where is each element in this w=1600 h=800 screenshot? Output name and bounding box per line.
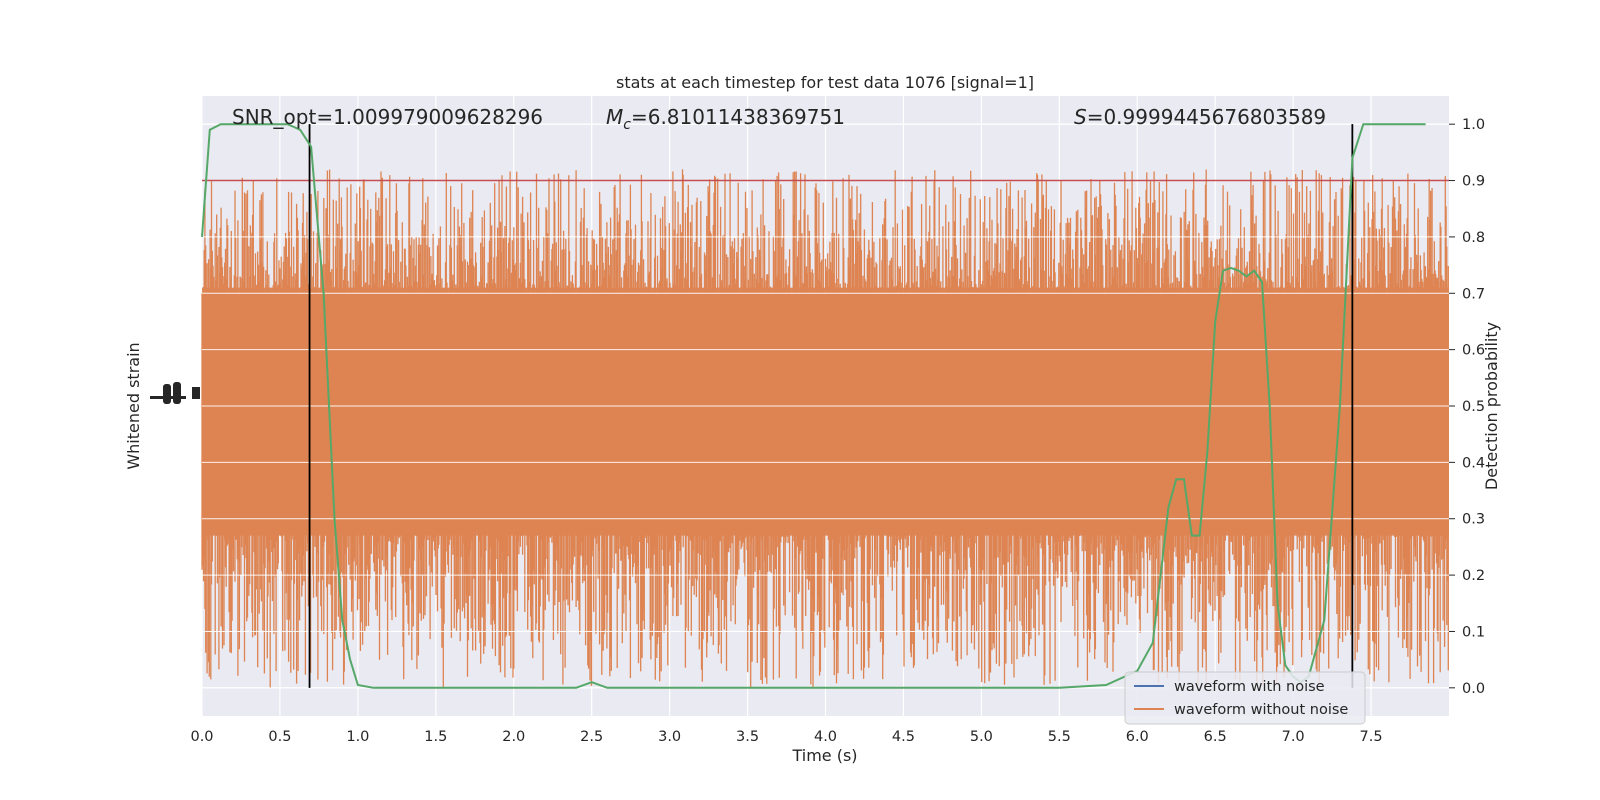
y-tick-label: 0.4	[1462, 455, 1485, 471]
chart-title: stats at each timestep for test data 107…	[616, 73, 1034, 92]
legend-label-clean: waveform without noise	[1174, 702, 1348, 718]
x-tick-label: 6.5	[1204, 729, 1227, 745]
y-tick-label: 0.0	[1462, 681, 1485, 697]
y-axis-label-left: Whitened strain	[124, 342, 143, 469]
y-tick-labels-right: 0.0 0.1 0.2 0.3 0.4 0.5 0.6 0.7 0.8 0.9 1.0	[1449, 117, 1485, 697]
waveform-spikes	[201, 169, 1449, 688]
y-tick-label: 1.0	[1462, 117, 1485, 133]
y-tick-label: 0.6	[1462, 343, 1485, 359]
x-tick-labels: 0.0 0.5 1.0 1.5 2.0 2.5 3.0 3.5 4.0 4.5 5.0 5.5 6.0 6…	[190, 729, 1382, 745]
x-axis-label: Time (s)	[791, 746, 857, 765]
left-axis-overlapping-ticks	[150, 382, 200, 404]
snr-annotation: SNR_opt=1.009979009628296	[232, 105, 543, 129]
x-tick-label: 3.0	[658, 729, 681, 745]
x-tick-label: 5.5	[1048, 729, 1071, 745]
y-tick-label: 0.9	[1462, 174, 1485, 190]
y-tick-label: 0.3	[1462, 512, 1485, 528]
legend-box	[1124, 671, 1366, 725]
x-tick-label: 5.0	[970, 729, 993, 745]
x-tick-label: 6.0	[1126, 729, 1149, 745]
x-tick-label: 7.0	[1282, 729, 1305, 745]
waveform-without-noise-series	[201, 123, 1449, 689]
x-tick-label: 2.5	[580, 729, 603, 745]
x-tick-label: 0.0	[190, 729, 213, 745]
score-annotation: S=0.9999445676803589	[1074, 105, 1326, 129]
x-tick-label: 4.0	[814, 729, 837, 745]
x-tick-label: 2.0	[502, 729, 525, 745]
y-tick-label: 0.1	[1462, 624, 1485, 640]
chirp-mass-annotation: Mc=6.81011438369751	[606, 105, 845, 133]
y-tick-label: 0.5	[1462, 399, 1485, 415]
x-tick-label: 3.5	[736, 729, 759, 745]
x-tick-label: 0.5	[268, 729, 291, 745]
y-tick-label: 0.8	[1462, 230, 1485, 246]
x-tick-label: 7.5	[1360, 729, 1383, 745]
y-tick-label: 0.7	[1462, 286, 1485, 302]
x-tick-label: 1.0	[346, 729, 369, 745]
legend-label-noise: waveform with noise	[1174, 679, 1325, 695]
y-axis-label-right: Detection probability	[1482, 322, 1501, 490]
y-tick-label: 0.2	[1462, 568, 1485, 584]
legend: waveform with noise waveform without noi…	[1124, 671, 1366, 725]
x-tick-label: 1.5	[424, 729, 447, 745]
signal-boundary-lines	[308, 124, 1354, 688]
x-tick-label: 4.5	[892, 729, 915, 745]
